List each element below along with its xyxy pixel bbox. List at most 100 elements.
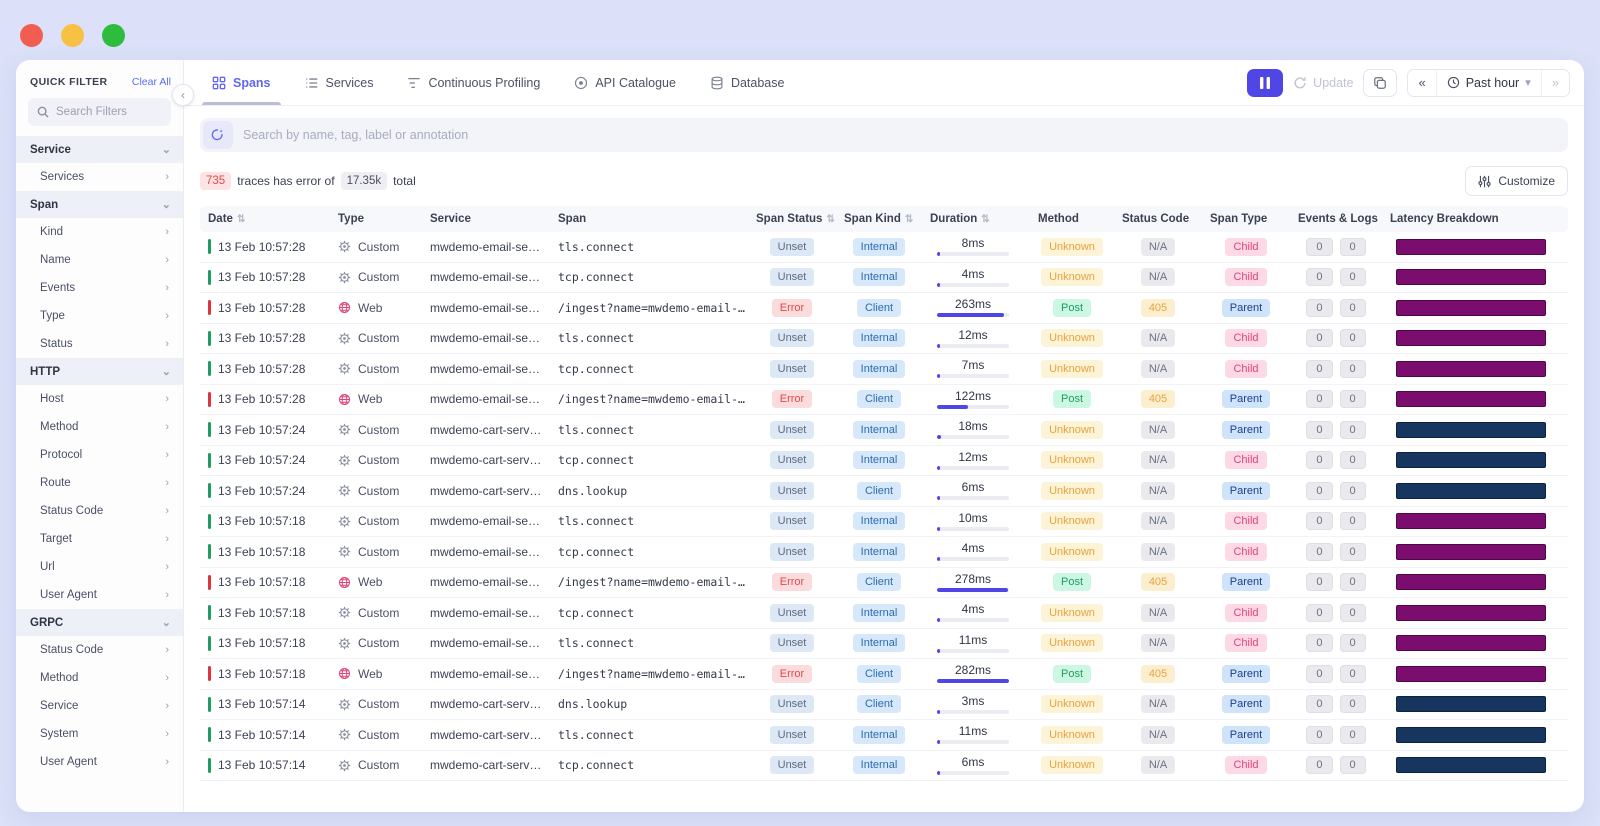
column-header-date[interactable]: Date ⇅	[200, 213, 330, 225]
maximize-window-icon[interactable]	[102, 24, 125, 47]
copy-view-button[interactable]	[1363, 68, 1398, 97]
row-service: mwdemo-cart-serv…	[430, 758, 542, 773]
logs-count-badge: 0	[1339, 451, 1366, 470]
table-row[interactable]: 13 Feb 10:57:18 Custom mwdemo-email-se… tcp…	[200, 537, 1568, 568]
sidebar-item-user-agent[interactable]: User Agent ›	[16, 581, 183, 609]
latency-breakdown-bar	[1396, 482, 1546, 499]
time-forward-button[interactable]: »	[1540, 69, 1569, 96]
tab-spans[interactable]: Spans	[198, 60, 285, 105]
sidebar-collapse-button[interactable]: ‹	[172, 84, 194, 106]
row-service: mwdemo-email-se…	[430, 392, 541, 407]
table-row[interactable]: 13 Feb 10:57:28 Custom mwdemo-email-se… tcp…	[200, 354, 1568, 385]
table-row[interactable]: 13 Feb 10:57:14 Custom mwdemo-cart-serv… tc…	[200, 751, 1568, 781]
method-badge: Unknown	[1041, 634, 1103, 653]
events-count-badge: 0	[1306, 542, 1333, 561]
table-row[interactable]: 13 Feb 10:57:24 Custom mwdemo-cart-serv… tl…	[200, 415, 1568, 446]
row-date: 13 Feb 10:57:14	[218, 758, 306, 773]
list-icon	[305, 76, 319, 90]
table-row[interactable]: 13 Feb 10:57:18 Web mwdemo-email-se… /inges…	[200, 568, 1568, 598]
row-type: Custom	[358, 727, 400, 742]
update-button[interactable]: Update	[1293, 76, 1353, 90]
method-badge: Post	[1052, 664, 1091, 683]
status-indicator-bar	[208, 452, 211, 468]
filter-search[interactable]	[28, 98, 171, 126]
sidebar-item-status-code[interactable]: Status Code ›	[16, 497, 183, 525]
column-header-span-status[interactable]: Span Status ⇅	[748, 213, 836, 225]
sidebar-item-type[interactable]: Type ›	[16, 302, 183, 330]
duration-value: 18ms	[958, 420, 988, 434]
sidebar-item-name[interactable]: Name ›	[16, 246, 183, 274]
trace-search-bar[interactable]	[200, 118, 1568, 152]
sidebar-item-services[interactable]: Services ›	[16, 163, 183, 191]
sidebar-item-user-agent[interactable]: User Agent ›	[16, 748, 183, 776]
table-row[interactable]: 13 Feb 10:57:14 Custom mwdemo-cart-serv… dn…	[200, 690, 1568, 720]
sidebar-item-status-code[interactable]: Status Code ›	[16, 636, 183, 664]
row-type: Web	[358, 300, 383, 315]
duration-value: 10ms	[958, 511, 988, 525]
sidebar-item-events[interactable]: Events ›	[16, 274, 183, 302]
row-type: Custom	[358, 270, 400, 285]
item-label: Status Code	[40, 505, 104, 517]
latency-breakdown-bar	[1396, 391, 1546, 408]
tab-services[interactable]: Services	[291, 60, 388, 105]
sidebar-item-method[interactable]: Method ›	[16, 413, 183, 441]
filter-search-input[interactable]	[56, 106, 156, 118]
sidebar-item-target[interactable]: Target ›	[16, 525, 183, 553]
status-indicator-bar	[208, 757, 211, 773]
table-row[interactable]: 13 Feb 10:57:28 Custom mwdemo-email-se… tcp…	[200, 263, 1568, 293]
clear-all-link[interactable]: Clear All	[131, 76, 171, 88]
sidebar-item-url[interactable]: Url ›	[16, 553, 183, 581]
sidebar-section-grpc[interactable]: GRPC ⌄	[16, 609, 183, 636]
sidebar-section-service[interactable]: Service ⌄	[16, 136, 183, 163]
table-row[interactable]: 13 Feb 10:57:28 Web mwdemo-email-se… /inges…	[200, 293, 1568, 324]
sidebar-item-status[interactable]: Status ›	[16, 330, 183, 358]
sidebar-section-span[interactable]: Span ⌄	[16, 191, 183, 218]
column-header-span-kind[interactable]: Span Kind ⇅	[836, 213, 922, 225]
gear-icon	[338, 698, 351, 711]
span-kind-badge: Internal	[852, 756, 906, 775]
gear-icon	[338, 240, 351, 253]
minimize-window-icon[interactable]	[61, 24, 84, 47]
span-type-badge: Child	[1225, 451, 1267, 470]
row-service: mwdemo-email-se…	[430, 514, 541, 529]
status-code-badge: N/A	[1140, 603, 1176, 622]
sidebar-item-protocol[interactable]: Protocol ›	[16, 441, 183, 469]
chevron-right-icon: ›	[165, 728, 169, 740]
logs-count-badge: 0	[1339, 359, 1366, 378]
trace-search-input[interactable]	[243, 128, 1565, 142]
sidebar-item-host[interactable]: Host ›	[16, 385, 183, 413]
table-row[interactable]: 13 Feb 10:57:18 Custom mwdemo-email-se… tcp…	[200, 598, 1568, 629]
time-back-button[interactable]: «	[1408, 69, 1436, 96]
tab-database[interactable]: Database	[696, 60, 799, 105]
table-row[interactable]: 13 Feb 10:57:18 Custom mwdemo-email-se… tls…	[200, 629, 1568, 659]
latency-breakdown-bar	[1396, 726, 1546, 743]
row-type: Custom	[358, 758, 400, 773]
table-row[interactable]: 13 Feb 10:57:18 Custom mwdemo-email-se… tls…	[200, 507, 1568, 537]
chevron-right-icon: ›	[165, 700, 169, 712]
close-window-icon[interactable]	[20, 24, 43, 47]
table-row[interactable]: 13 Feb 10:57:28 Custom mwdemo-email-se… tls…	[200, 324, 1568, 354]
time-range-select[interactable]: Past hour ▾	[1435, 69, 1541, 96]
table-row[interactable]: 13 Feb 10:57:28 Web mwdemo-email-se… /inges…	[200, 385, 1568, 415]
column-header-duration[interactable]: Duration ⇅	[922, 213, 1030, 225]
sidebar-item-service[interactable]: Service ›	[16, 692, 183, 720]
table-row[interactable]: 13 Feb 10:57:24 Custom mwdemo-cart-serv… tc…	[200, 446, 1568, 476]
sidebar-item-kind[interactable]: Kind ›	[16, 218, 183, 246]
sidebar-section-http[interactable]: HTTP ⌄	[16, 358, 183, 385]
status-code-badge: N/A	[1140, 512, 1176, 531]
table-row[interactable]: 13 Feb 10:57:24 Custom mwdemo-cart-serv… dn…	[200, 476, 1568, 507]
method-badge: Post	[1052, 573, 1091, 592]
pause-button[interactable]	[1247, 68, 1284, 97]
row-date: 13 Feb 10:57:28	[218, 239, 306, 254]
tab-api-catalogue[interactable]: API Catalogue	[560, 60, 690, 105]
events-count-badge: 0	[1306, 298, 1333, 317]
spans-table: Date ⇅ Type Service Span Span Status ⇅ Span Kin…	[184, 206, 1584, 812]
table-row[interactable]: 13 Feb 10:57:14 Custom mwdemo-cart-serv… tl…	[200, 720, 1568, 751]
customize-button[interactable]: Customize	[1465, 166, 1568, 196]
sidebar-item-route[interactable]: Route ›	[16, 469, 183, 497]
sidebar-item-method[interactable]: Method ›	[16, 664, 183, 692]
table-row[interactable]: 13 Feb 10:57:28 Custom mwdemo-email-se… tls…	[200, 232, 1568, 263]
table-row[interactable]: 13 Feb 10:57:18 Web mwdemo-email-se… /inges…	[200, 659, 1568, 690]
tab-continuous-profiling[interactable]: Continuous Profiling	[393, 60, 554, 105]
sidebar-item-system[interactable]: System ›	[16, 720, 183, 748]
